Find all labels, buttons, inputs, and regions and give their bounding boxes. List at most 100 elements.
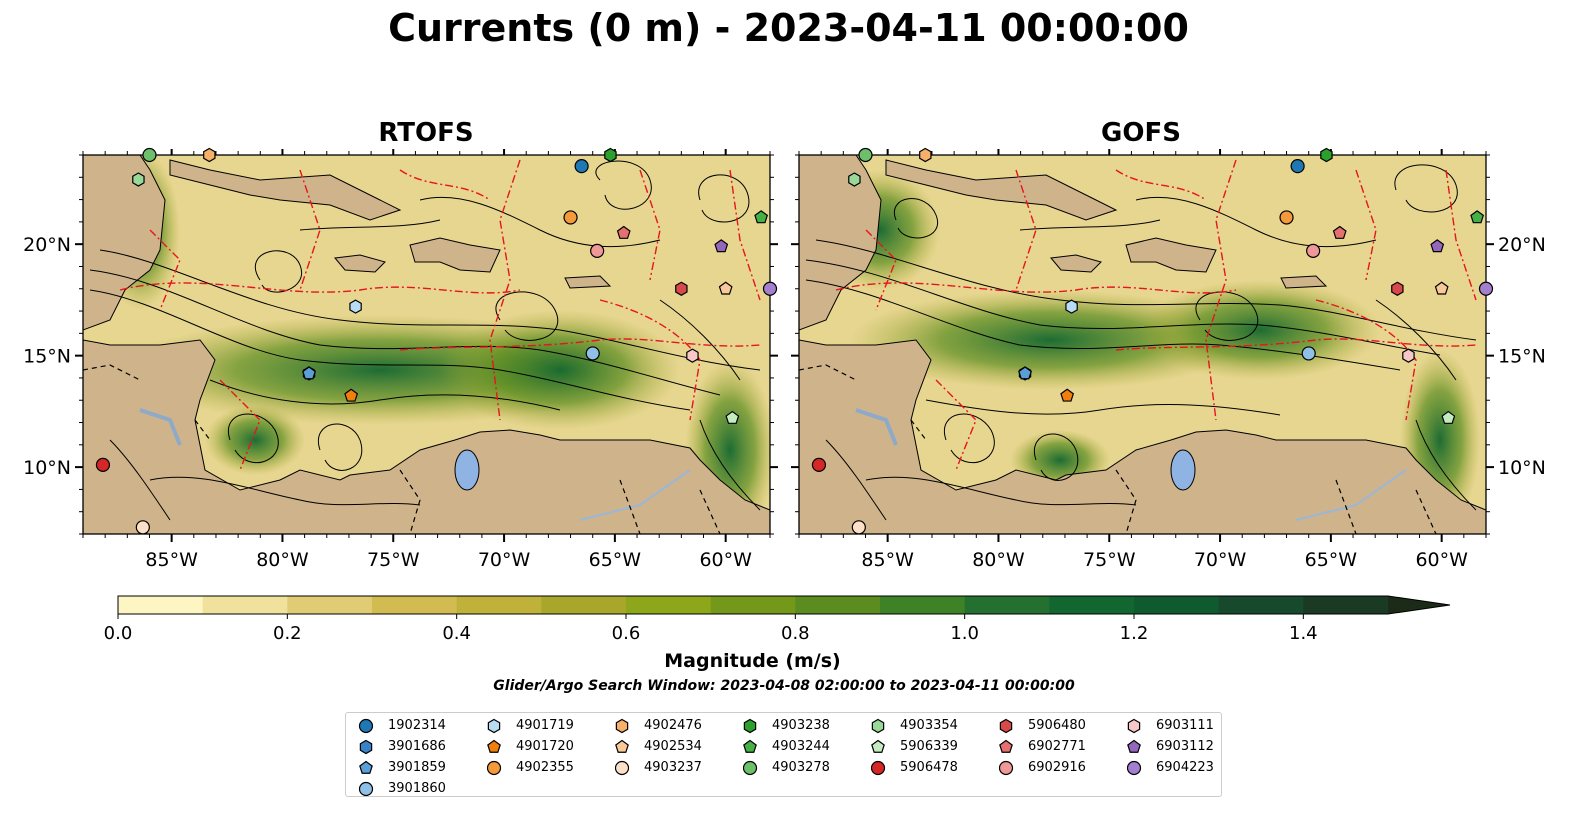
legend-marker-hexagon-icon <box>871 718 885 734</box>
legend-label: 5906478 <box>900 760 958 775</box>
float-marker-5906339 <box>1441 410 1456 424</box>
float-marker-3901859 <box>1018 366 1032 380</box>
float-marker-4903278 <box>142 147 157 163</box>
legend-marker-circle-icon <box>358 781 374 797</box>
legend: 1902314 3901686 3901859 3901860 4901719 49017… <box>345 712 1222 797</box>
legend-item: 6902771 <box>998 737 1086 757</box>
legend-item: 4903244 <box>742 737 830 757</box>
legend-item: 3901859 <box>358 758 446 778</box>
legend-label: 4903244 <box>772 739 830 754</box>
legend-item: 1902314 <box>358 716 446 736</box>
legend-label: 4903238 <box>772 718 830 733</box>
legend-marker <box>871 718 885 734</box>
lat-tick-label: 20°N <box>23 234 71 256</box>
legend-marker <box>487 718 501 734</box>
legend-marker-hexagon-icon <box>743 718 757 734</box>
lon-tick-label: 80°W <box>972 549 1025 571</box>
land-hispaniola <box>1125 237 1217 273</box>
legend-marker-circle-icon <box>998 760 1014 776</box>
legend-item: 6902916 <box>998 758 1086 778</box>
legend-marker-pentagon-icon <box>487 739 501 753</box>
streamlines <box>805 164 1477 521</box>
river <box>1295 469 1407 521</box>
colorbar-segment <box>456 596 542 614</box>
land-cuba <box>885 159 1118 221</box>
float-marker-4902476 <box>919 147 932 163</box>
current-jet <box>440 310 680 430</box>
lon-tick-label: 75°W <box>1083 549 1136 571</box>
legend-item: 5906478 <box>870 758 958 778</box>
legend-label: 4903237 <box>644 760 702 775</box>
legend-marker <box>743 718 757 734</box>
legend-label: 4901719 <box>516 718 574 733</box>
legend-label: 4902355 <box>516 760 574 775</box>
colorbar: 0.0 0.2 0.4 0.6 0.8 1.0 1.2 1.4 <box>104 595 1451 644</box>
float-marker-4903238 <box>604 147 617 163</box>
float-marker-6903111 <box>686 348 699 363</box>
legend-label: 4901720 <box>516 739 574 754</box>
legend-marker <box>487 739 501 753</box>
land-puerto-rico <box>564 275 612 289</box>
colorbar-tick-label: 1.4 <box>1289 623 1318 644</box>
float-marker-6903112 <box>714 239 729 253</box>
river <box>579 469 691 521</box>
legend-marker <box>1127 718 1141 734</box>
legend-marker <box>998 760 1014 776</box>
lat-tick-label: 10°N <box>23 457 71 479</box>
colorbar-segment <box>1049 596 1135 614</box>
map-frame-rtofs <box>82 154 771 535</box>
float-marker-5906339 <box>725 410 740 424</box>
colorbar-segment <box>795 596 881 614</box>
legend-item: 4902355 <box>486 758 574 778</box>
float-marker-6902916 <box>1306 243 1321 258</box>
colorbar-segment <box>1134 596 1220 614</box>
lon-tick-label: 60°W <box>1415 549 1468 571</box>
lon-tick-label: 75°W <box>367 549 420 571</box>
legend-label: 5906480 <box>1028 718 1086 733</box>
float-marker-4902476 <box>203 147 216 163</box>
legend-marker <box>614 760 630 776</box>
float-marker-6902771 <box>1332 225 1347 239</box>
lon-tick-label: 80°W <box>256 549 309 571</box>
legend-marker-hexagon-icon <box>615 718 629 734</box>
float-marker-5906478 <box>95 457 111 472</box>
legend-marker-pentagon-icon <box>999 739 1013 753</box>
legend-label: 6903111 <box>1156 718 1214 733</box>
float-marker-3901860 <box>585 346 600 361</box>
lat-tick-label: 10°N <box>1498 457 1546 479</box>
legend-item: 5906339 <box>870 737 958 757</box>
float-marker-4903354 <box>848 172 861 187</box>
figure-title: Currents (0 m) - 2023-04-11 00:00:00 <box>388 6 1189 50</box>
legend-marker-circle-icon <box>614 760 630 776</box>
legend-item: 4901720 <box>486 737 574 757</box>
legend-item: 4901719 <box>486 716 574 736</box>
legend-marker-pentagon-icon <box>359 760 373 774</box>
float-marker-4902534 <box>718 281 733 295</box>
legend-marker <box>1127 739 1141 753</box>
colorbar-label: Magnitude (m/s) <box>664 650 841 672</box>
legend-item: 3901860 <box>358 779 446 799</box>
colorbar-segment <box>202 596 288 614</box>
legend-label: 6904223 <box>1156 760 1214 775</box>
colorbar-segment <box>372 596 458 614</box>
legend-item: 4903238 <box>742 716 830 736</box>
float-marker-4903237 <box>135 520 150 535</box>
legend-item: 5906480 <box>998 716 1086 736</box>
legend-marker-circle-icon <box>1126 760 1142 776</box>
lon-tick-label: 60°W <box>699 549 752 571</box>
colorbar-segment <box>287 596 373 614</box>
legend-marker <box>359 739 373 755</box>
legend-marker <box>359 760 373 774</box>
legend-marker <box>871 739 885 753</box>
lon-tick-label: 65°W <box>1305 549 1358 571</box>
float-marker-5906480 <box>1391 281 1404 296</box>
legend-marker <box>870 760 886 776</box>
float-marker-6902916 <box>590 243 605 258</box>
colorbar-segment <box>964 596 1050 614</box>
float-marker-6902771 <box>616 225 631 239</box>
legend-label: 6902916 <box>1028 760 1086 775</box>
legend-marker <box>615 739 629 753</box>
lon-tick-label: 85°W <box>861 549 914 571</box>
colorbar-segment <box>118 596 204 614</box>
legend-marker <box>742 760 758 776</box>
